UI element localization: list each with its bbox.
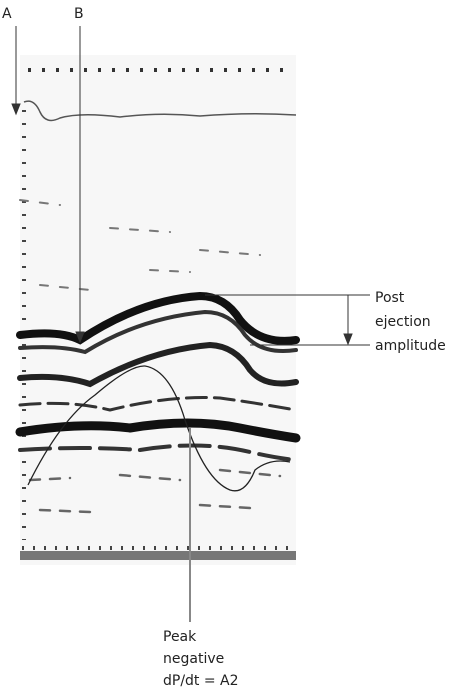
annotation-text: Post xyxy=(375,290,405,306)
marker-label: B xyxy=(74,6,84,22)
bottom-scale-bar xyxy=(20,551,296,560)
pressure-derivative-curve xyxy=(27,365,291,492)
annotation-text: ejection xyxy=(375,314,431,330)
ecg-trace xyxy=(23,100,297,122)
annotation-text: amplitude xyxy=(375,338,446,354)
annotation-text: Peak xyxy=(163,629,197,645)
echo-bands xyxy=(15,199,301,514)
image-background xyxy=(20,55,296,565)
marker-a-arrow xyxy=(11,103,21,116)
annotation-lines xyxy=(11,26,370,622)
mmode-image xyxy=(15,55,301,565)
marker-label: A xyxy=(2,6,12,22)
annotation-text: negative xyxy=(163,651,224,667)
amplitude-arrow xyxy=(343,333,353,346)
marker-b-arrow xyxy=(75,331,85,344)
annotation-text: dP/dt = A2 xyxy=(163,673,239,689)
